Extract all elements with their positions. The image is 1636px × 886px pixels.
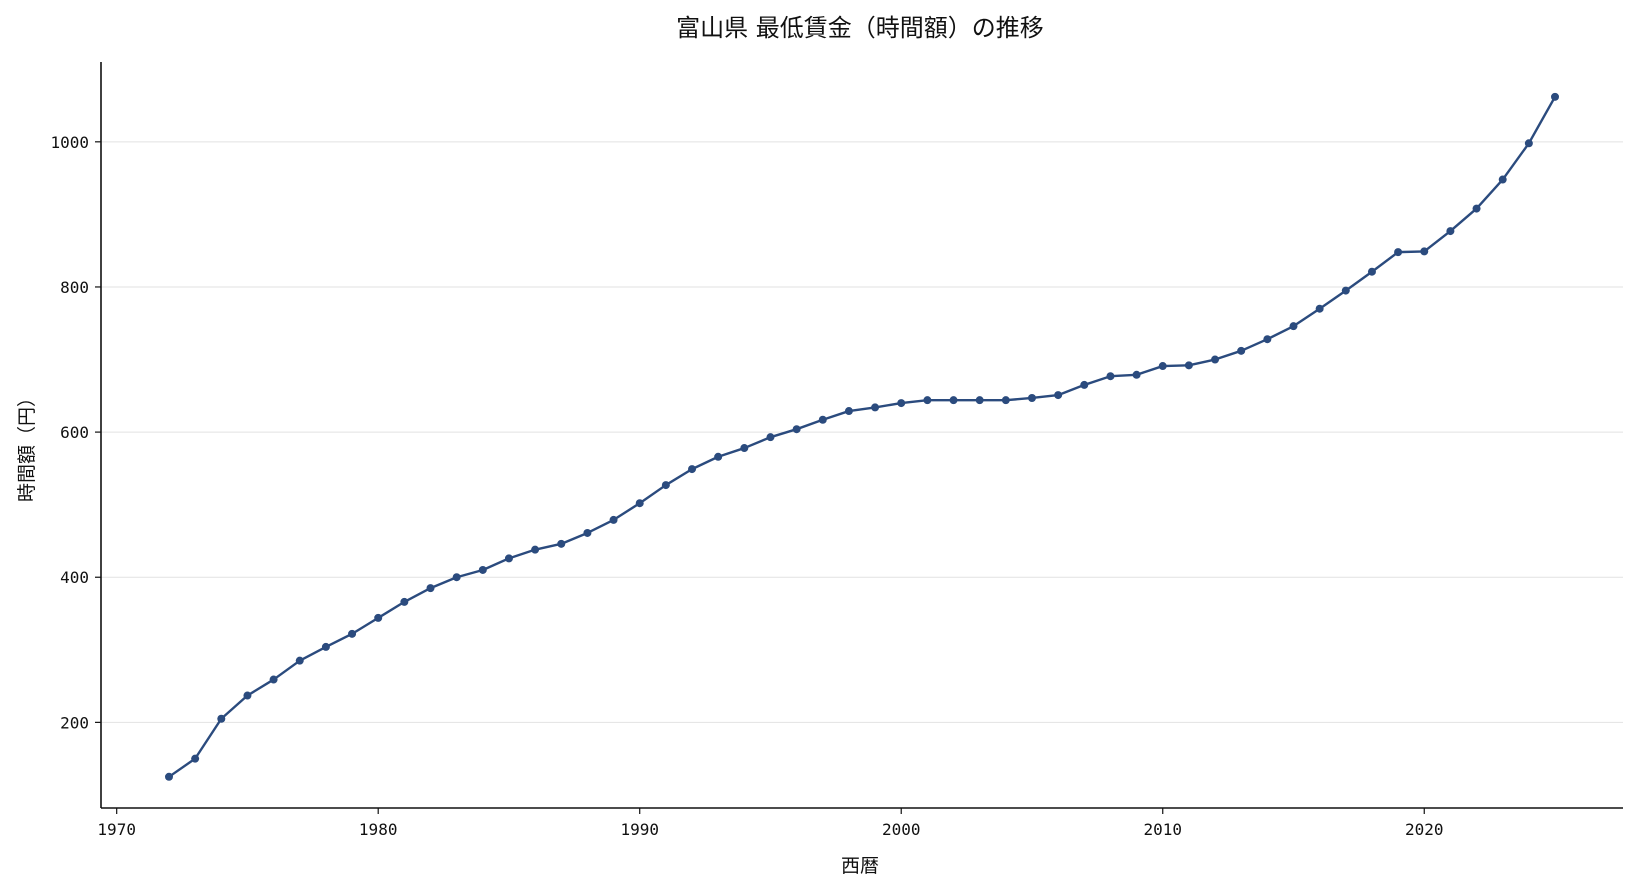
y-tick-label: 1000 <box>50 133 89 152</box>
axes <box>95 62 1623 814</box>
chart-title: 富山県 最低賃金（時間額）の推移 <box>676 14 1044 42</box>
x-tick-label: 1990 <box>620 820 659 839</box>
data-series <box>164 92 1560 781</box>
data-point <box>635 499 644 508</box>
data-point <box>478 565 487 574</box>
data-point <box>1394 248 1403 257</box>
data-point <box>1289 322 1298 331</box>
data-point <box>740 444 749 453</box>
data-point <box>452 573 461 582</box>
data-point <box>295 656 304 665</box>
data-point <box>1184 361 1193 370</box>
data-point <box>1420 247 1429 256</box>
data-point <box>1263 335 1272 344</box>
x-tick-label: 2000 <box>882 820 921 839</box>
data-point <box>1211 355 1220 364</box>
data-point <box>714 452 723 461</box>
data-point <box>400 597 409 606</box>
data-point <box>1498 175 1507 184</box>
data-point <box>949 396 958 405</box>
data-point <box>766 433 775 442</box>
data-point <box>818 415 827 424</box>
gridlines <box>101 141 1623 723</box>
data-point <box>1341 286 1350 295</box>
data-point <box>923 396 932 405</box>
data-point <box>844 407 853 416</box>
data-point <box>164 772 173 781</box>
data-point <box>426 584 435 593</box>
y-tick-label: 800 <box>60 278 89 297</box>
data-point <box>1472 204 1481 213</box>
data-point <box>217 714 226 723</box>
data-point <box>531 545 540 554</box>
data-point <box>661 481 670 490</box>
data-point <box>792 425 801 434</box>
data-point <box>583 528 592 537</box>
data-point <box>1001 396 1010 405</box>
data-point <box>871 403 880 412</box>
data-point <box>1551 92 1560 101</box>
data-point <box>609 515 618 524</box>
x-tick-label: 2010 <box>1143 820 1182 839</box>
data-point <box>269 675 278 684</box>
data-point <box>191 754 200 763</box>
data-point <box>1237 346 1246 355</box>
data-point <box>1054 391 1063 400</box>
y-tick-label: 600 <box>60 423 89 442</box>
data-point <box>1106 372 1115 381</box>
data-point <box>1027 393 1036 402</box>
tick-labels: 200 400 600 800 1000 1970 1980 1990 2000 2010 2020 <box>50 133 1443 839</box>
data-point <box>504 554 513 563</box>
data-point <box>897 399 906 408</box>
y-tick-label: 400 <box>60 568 89 587</box>
data-point <box>1315 304 1324 313</box>
x-tick-label: 1980 <box>359 820 398 839</box>
x-tick-label: 1970 <box>97 820 136 839</box>
data-point <box>321 642 330 651</box>
data-point <box>348 629 357 638</box>
data-point <box>557 539 566 548</box>
x-tick-label: 2020 <box>1405 820 1444 839</box>
data-point <box>1158 362 1167 371</box>
data-point <box>688 465 697 474</box>
y-tick-label: 200 <box>60 713 89 732</box>
data-point <box>1446 227 1455 236</box>
data-point <box>374 613 383 622</box>
data-point <box>1367 267 1376 276</box>
x-axis-label: 西暦 <box>841 855 879 877</box>
y-axis-label: 時間額（円） <box>16 388 38 502</box>
data-point <box>975 396 984 405</box>
data-point <box>1132 370 1141 379</box>
data-point <box>1524 139 1533 148</box>
data-point <box>243 691 252 700</box>
data-point <box>1080 380 1089 389</box>
series-line <box>168 96 1557 778</box>
